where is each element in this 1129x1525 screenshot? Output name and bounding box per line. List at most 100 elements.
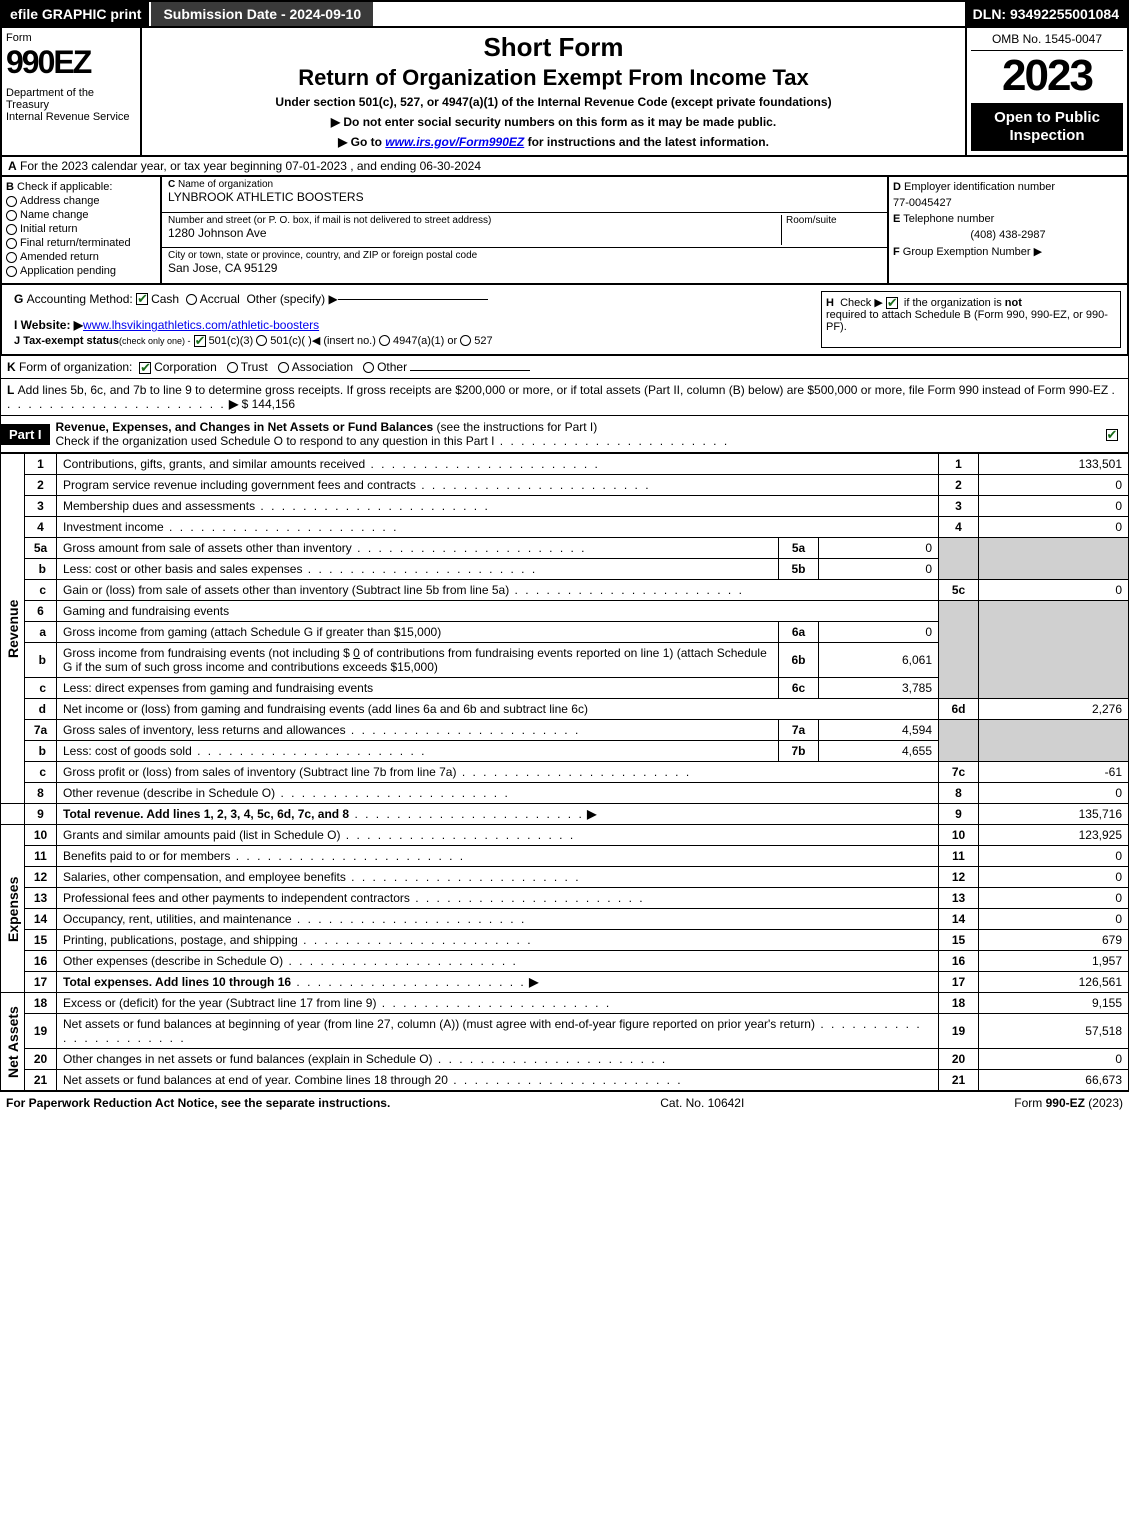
c-name-label: Name of organization — [178, 179, 273, 190]
col-d: D Employer identification number 77-0045… — [887, 177, 1127, 283]
line-12-value: 0 — [979, 867, 1129, 888]
instr-goto: ▶ Go to www.irs.gov/Form990EZ for instru… — [150, 135, 957, 149]
line-16-value: 1,957 — [979, 951, 1129, 972]
line-19-value: 57,518 — [979, 1014, 1129, 1049]
header-center: Short Form Return of Organization Exempt… — [142, 28, 967, 155]
top-bar: efile GRAPHIC print Submission Date - 20… — [0, 0, 1129, 28]
line-6a-value: 0 — [819, 622, 939, 643]
chk-accrual[interactable] — [186, 294, 197, 305]
department: Department of the Treasury Internal Reve… — [6, 87, 136, 123]
tax-year: 2023 — [971, 51, 1123, 101]
netassets-vlabel: Net Assets — [1, 993, 25, 1091]
d-group-label: Group Exemption Number ▶ — [903, 246, 1042, 258]
ghij-block: G Accounting Method: Cash Accrual Other … — [0, 285, 1129, 356]
c-city-label: City or town, state or province, country… — [168, 250, 881, 261]
b-label: Check if applicable: — [17, 181, 112, 193]
website-link[interactable]: www.lhsvikingathletics.com/athletic-boos… — [83, 318, 319, 332]
info-block: B Check if applicable: Address change Na… — [0, 177, 1129, 285]
footer-left: For Paperwork Reduction Act Notice, see … — [6, 1096, 390, 1110]
line-14-value: 0 — [979, 909, 1129, 930]
title-short-form: Short Form — [150, 32, 957, 63]
submission-date: Submission Date - 2024-09-10 — [149, 2, 373, 26]
line-5c-value: 0 — [979, 580, 1129, 601]
revenue-vlabel: Revenue — [1, 454, 25, 804]
line-13-value: 0 — [979, 888, 1129, 909]
open-public-badge: Open to Public Inspection — [971, 103, 1123, 151]
line-15-value: 679 — [979, 930, 1129, 951]
chk-assoc[interactable] — [278, 362, 289, 373]
part-i-sub: (see the instructions for Part I) — [437, 420, 598, 434]
line-1-value: 133,501 — [979, 454, 1129, 475]
line-6d-value: 2,276 — [979, 699, 1129, 720]
efile-label[interactable]: efile GRAPHIC print — [2, 2, 149, 26]
omb-number: OMB No. 1545-0047 — [971, 32, 1123, 51]
subtitle: Under section 501(c), 527, or 4947(a)(1)… — [150, 95, 957, 109]
line-7a-value: 4,594 — [819, 720, 939, 741]
line-17-value: 126,561 — [979, 972, 1129, 993]
col-c: C Name of organization LYNBROOK ATHLETIC… — [162, 177, 887, 283]
org-city: San Jose, CA 95129 — [168, 261, 881, 275]
line-7b-value: 4,655 — [819, 741, 939, 762]
chk-501c3[interactable] — [194, 335, 206, 347]
line-5b-value: 0 — [819, 559, 939, 580]
line-2-value: 0 — [979, 475, 1129, 496]
expenses-vlabel: Expenses — [1, 825, 25, 993]
d-ein-label: Employer identification number — [904, 181, 1055, 193]
chk-schedule-b[interactable] — [886, 297, 898, 309]
footer-right: Form 990-EZ (2023) — [1014, 1096, 1123, 1110]
chk-501c[interactable] — [256, 335, 267, 346]
c-street-label: Number and street (or P. O. box, if mail… — [168, 215, 781, 226]
line-6b-value: 6,061 — [819, 643, 939, 678]
c-room-label: Room/suite — [786, 215, 881, 226]
part-i-label: Part I — [1, 424, 50, 445]
dln: DLN: 93492255001084 — [965, 2, 1127, 26]
h-box: H Check ▶ if the organization is not req… — [821, 291, 1121, 348]
g-label: Accounting Method: — [27, 292, 133, 306]
org-street: 1280 Johnson Ave — [168, 226, 781, 240]
k-row: K Form of organization: Corporation Trus… — [0, 356, 1129, 379]
line-20-value: 0 — [979, 1049, 1129, 1070]
instr2-pre: ▶ Go to — [338, 135, 385, 149]
page-footer: For Paperwork Reduction Act Notice, see … — [0, 1091, 1129, 1114]
d-phone-label: Telephone number — [903, 213, 994, 225]
form-header: Form 990EZ Department of the Treasury In… — [0, 28, 1129, 157]
line-3-value: 0 — [979, 496, 1129, 517]
i-label: Website: ▶ — [21, 318, 83, 332]
phone-value: (408) 438-2987 — [893, 229, 1123, 241]
j-label: Tax-exempt status — [23, 335, 119, 347]
header-right: OMB No. 1545-0047 2023 Open to Public In… — [967, 28, 1127, 155]
line-11-value: 0 — [979, 846, 1129, 867]
k-label: Form of organization: — [19, 360, 132, 374]
footer-catno: Cat. No. 10642I — [660, 1096, 744, 1110]
form-number: 990EZ — [6, 44, 136, 81]
chk-amended[interactable]: Amended return — [6, 251, 156, 263]
chk-address-change[interactable]: Address change — [6, 195, 156, 207]
part-i-title: Revenue, Expenses, and Changes in Net As… — [56, 420, 434, 434]
l-amount: $ 144,156 — [242, 397, 295, 411]
line-7c-value: -61 — [979, 762, 1129, 783]
header-left: Form 990EZ Department of the Treasury In… — [2, 28, 142, 155]
chk-corp[interactable] — [139, 362, 151, 374]
chk-name-change[interactable]: Name change — [6, 209, 156, 221]
chk-527[interactable] — [460, 335, 471, 346]
l-text: Add lines 5b, 6c, and 7b to line 9 to de… — [18, 383, 1109, 397]
line-18-value: 9,155 — [979, 993, 1129, 1014]
chk-cash[interactable] — [136, 293, 148, 305]
chk-schedule-o[interactable] — [1106, 429, 1118, 441]
chk-final-return[interactable]: Final return/terminated — [6, 237, 156, 249]
form-label: Form — [6, 32, 136, 44]
chk-initial-return[interactable]: Initial return — [6, 223, 156, 235]
title-return: Return of Organization Exempt From Incom… — [150, 65, 957, 91]
chk-trust[interactable] — [227, 362, 238, 373]
instr2-post: for instructions and the latest informat… — [524, 135, 769, 149]
chk-app-pending[interactable]: Application pending — [6, 265, 156, 277]
l-row: L Add lines 5b, 6c, and 7b to line 9 to … — [0, 379, 1129, 416]
line-9-value: 135,716 — [979, 804, 1129, 825]
irs-link[interactable]: www.irs.gov/Form990EZ — [385, 135, 524, 149]
line-21-value: 66,673 — [979, 1070, 1129, 1091]
main-table: Revenue 1 Contributions, gifts, grants, … — [0, 453, 1129, 1091]
line-10-value: 123,925 — [979, 825, 1129, 846]
chk-other-org[interactable] — [363, 362, 374, 373]
chk-4947[interactable] — [379, 335, 390, 346]
line-8-value: 0 — [979, 783, 1129, 804]
